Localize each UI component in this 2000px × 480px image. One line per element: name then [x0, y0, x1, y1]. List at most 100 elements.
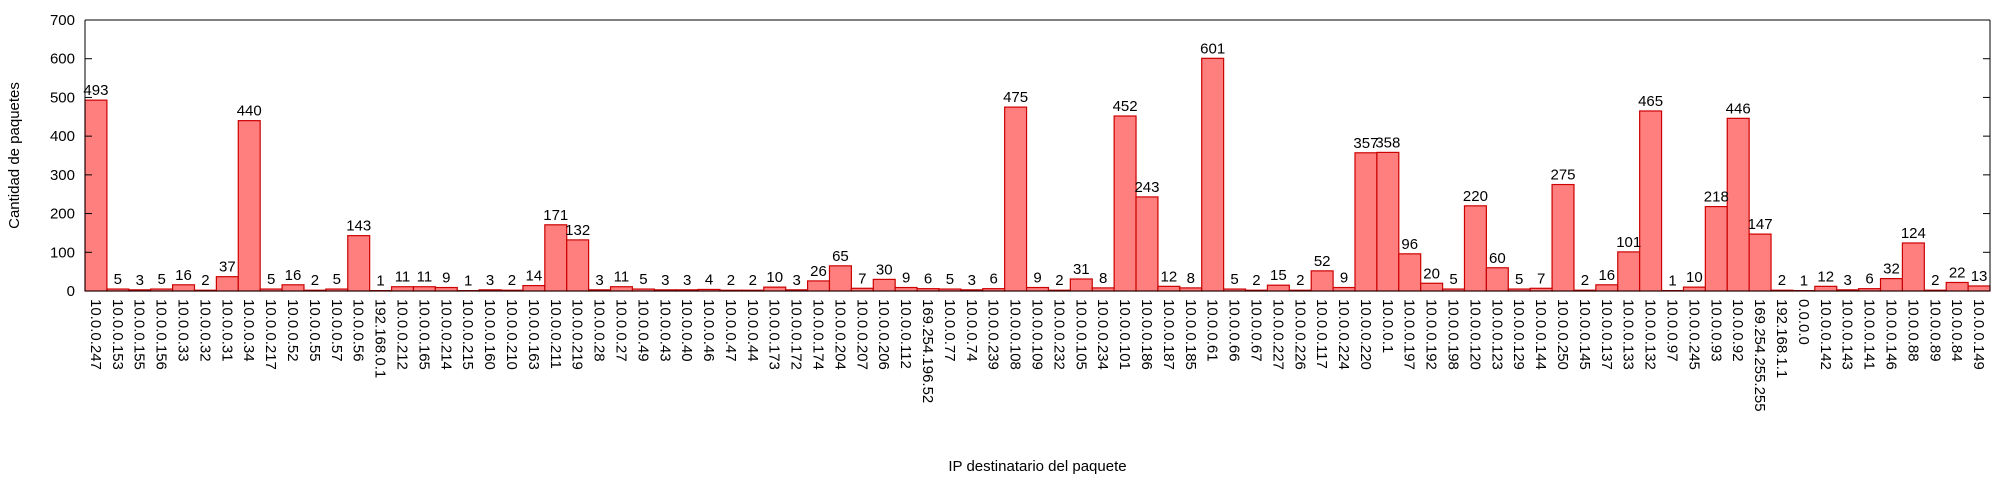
bar-value-label: 9 [442, 270, 450, 287]
bar-value-label: 5 [267, 271, 275, 288]
x-axis-title: IP destinatario del paquete [948, 458, 1126, 475]
bar-value-label: 493 [83, 82, 108, 99]
bar [1266, 284, 1290, 292]
bar-value-label: 7 [1537, 270, 1545, 287]
bar [1967, 285, 1991, 292]
bar [1901, 242, 1925, 292]
category-labels-group: 10.0.0.247 10.0.0.153 10.0.0.155 10.0.0.156… [87, 299, 1987, 412]
bar [806, 280, 831, 292]
x-tick-label: 10.0.0.227 [1269, 299, 1286, 370]
bar-value-label: 32 [1883, 261, 1900, 278]
bar-value-label: 30 [876, 261, 893, 278]
bar [237, 120, 261, 292]
bar-value-label: 65 [832, 248, 849, 265]
bar-value-label: 8 [1099, 270, 1107, 287]
bar-value-label: 2 [1055, 272, 1063, 289]
bar [1639, 110, 1663, 292]
bar-value-label: 275 [1551, 167, 1576, 184]
x-tick-label: 10.0.0.185 [1182, 299, 1199, 370]
x-tick-label: 10.0.0.217 [262, 299, 279, 370]
x-tick-label: 169.254.196.52 [919, 299, 936, 403]
bar [412, 286, 436, 292]
bar-value-label: 2 [1252, 272, 1260, 289]
bar-value-label: 16 [175, 267, 192, 284]
x-tick-label: 10.0.0.187 [1160, 299, 1177, 370]
bar [434, 286, 458, 292]
bar [1463, 205, 1487, 292]
bar-value-label: 1 [464, 273, 472, 290]
x-tick-label: 10.0.0.214 [437, 299, 454, 370]
bar [84, 99, 108, 292]
bar-value-label: 20 [1423, 265, 1440, 282]
bar-value-label: 3 [595, 272, 603, 289]
x-tick-label: 10.0.0.89 [1926, 299, 1943, 362]
x-tick-label: 10.0.0.247 [87, 299, 104, 370]
x-tick-label: 10.0.0.40 [678, 299, 695, 362]
x-tick-label: 10.0.0.27 [612, 299, 629, 362]
y-axis-title: Cantidad de paquetes [6, 82, 23, 229]
bar [1354, 152, 1378, 292]
x-tick-label: 10.0.0.66 [1226, 299, 1243, 362]
bar [171, 284, 196, 292]
bar-value-label: 3 [486, 272, 494, 289]
bar-value-label: 440 [237, 103, 262, 120]
bar [872, 278, 896, 292]
x-tick-label: 10.0.0.117 [1313, 299, 1330, 369]
x-tick-label: 10.0.0.211 [547, 299, 564, 369]
bar-value-label: 22 [1949, 264, 1966, 281]
y-tick-label: 0 [67, 283, 75, 300]
x-tick-label: 10.0.0.219 [569, 299, 586, 370]
bar-value-label: 1 [1800, 273, 1808, 290]
x-tick-label: 10.0.0.210 [503, 299, 520, 370]
x-tick-label: 10.0.0.47 [722, 299, 739, 362]
bar-value-label: 147 [1748, 216, 1773, 233]
y-ticks-group: 0 100 200 300 400 500 600 700 [50, 12, 1990, 300]
bar-value-label: 2 [749, 272, 757, 289]
x-tick-label: 10.0.0.57 [328, 299, 345, 362]
bar-value-label: 11 [417, 269, 433, 286]
bar-value-label: 52 [1314, 253, 1331, 270]
bar-value-label: 3 [136, 272, 144, 289]
bar-value-label: 2 [1581, 272, 1589, 289]
x-tick-label: 10.0.0.43 [656, 299, 673, 362]
x-tick-label: 10.0.0.77 [941, 299, 958, 362]
x-tick-label: 10.0.0.74 [963, 299, 980, 362]
x-tick-label: 10.0.0.144 [1532, 299, 1549, 370]
bar-value-label: 14 [526, 268, 543, 285]
x-tick-label: 10.0.0.192 [1423, 299, 1440, 370]
bar [1310, 270, 1334, 292]
x-tick-label: 10.0.0.186 [1138, 299, 1155, 370]
bar [1157, 285, 1181, 292]
bar-value-label: 143 [346, 218, 371, 235]
x-tick-label: 10.0.0.67 [1247, 299, 1264, 362]
x-tick-label: 10.0.0.101 [1116, 299, 1133, 370]
x-tick-label: 10.0.0.197 [1401, 299, 1418, 370]
x-tick-label: 10.0.0.88 [1904, 299, 1921, 362]
axes-group [84, 19, 1991, 292]
bar [566, 239, 590, 292]
x-tick-label: 10.0.0.93 [1707, 299, 1724, 362]
x-tick-label: 192.168.1.1 [1773, 299, 1790, 378]
y-tick-label: 100 [50, 244, 75, 261]
x-tick-label: 10.0.0.160 [481, 299, 498, 370]
x-tick-label: 169.254.255.255 [1751, 299, 1768, 412]
bar-value-label: 3 [683, 272, 691, 289]
bar-value-label: 26 [810, 263, 827, 280]
x-tick-label: 10.0.0.224 [1335, 299, 1352, 370]
bar-value-label: 11 [395, 269, 411, 286]
x-tick-label: 10.0.0.132 [1642, 299, 1659, 370]
bar-value-label: 2 [201, 272, 209, 289]
bar [1376, 151, 1400, 292]
y-tick-label: 400 [50, 128, 75, 145]
x-tick-label: 10.0.0.206 [875, 299, 892, 370]
bar-value-label: 1 [1668, 273, 1676, 290]
y-tick-label: 500 [50, 89, 75, 106]
bar-value-label: 5 [946, 271, 954, 288]
x-tick-label: 10.0.0.123 [1488, 299, 1505, 370]
bar [609, 286, 634, 292]
bar-value-label: 601 [1200, 40, 1225, 57]
x-tick-label: 10.0.0.112 [897, 299, 914, 369]
bar-value-label: 9 [1033, 270, 1041, 287]
x-tick-label: 10.0.0.46 [700, 299, 717, 362]
bar [1595, 284, 1619, 292]
